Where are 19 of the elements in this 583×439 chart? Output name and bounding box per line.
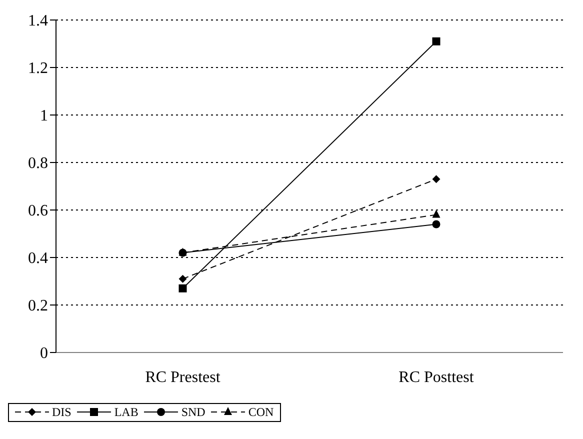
legend-label: CON (248, 404, 274, 420)
y-tick-label: 1.2 (28, 60, 48, 78)
y-tick-label: 0 (40, 345, 48, 362)
y-tick-label: 0.4 (28, 250, 48, 268)
legend-label: DIS (52, 404, 72, 420)
point (432, 220, 440, 228)
legend-label: LAB (114, 404, 138, 420)
legend-label: SND (181, 404, 206, 420)
x-tick-label: RC Prestest (145, 368, 221, 386)
y-tick-label: 1.4 (28, 12, 48, 30)
y-tick-label: 0.8 (28, 155, 48, 172)
point (432, 175, 440, 184)
point (178, 274, 187, 283)
y-tick-label: 1 (40, 108, 48, 125)
y-tick-label: 0.6 (28, 202, 48, 220)
y-tick-label: 0.2 (28, 298, 48, 315)
point (178, 284, 187, 292)
point (432, 37, 440, 46)
x-tick-label: RC Posttest (398, 368, 474, 386)
